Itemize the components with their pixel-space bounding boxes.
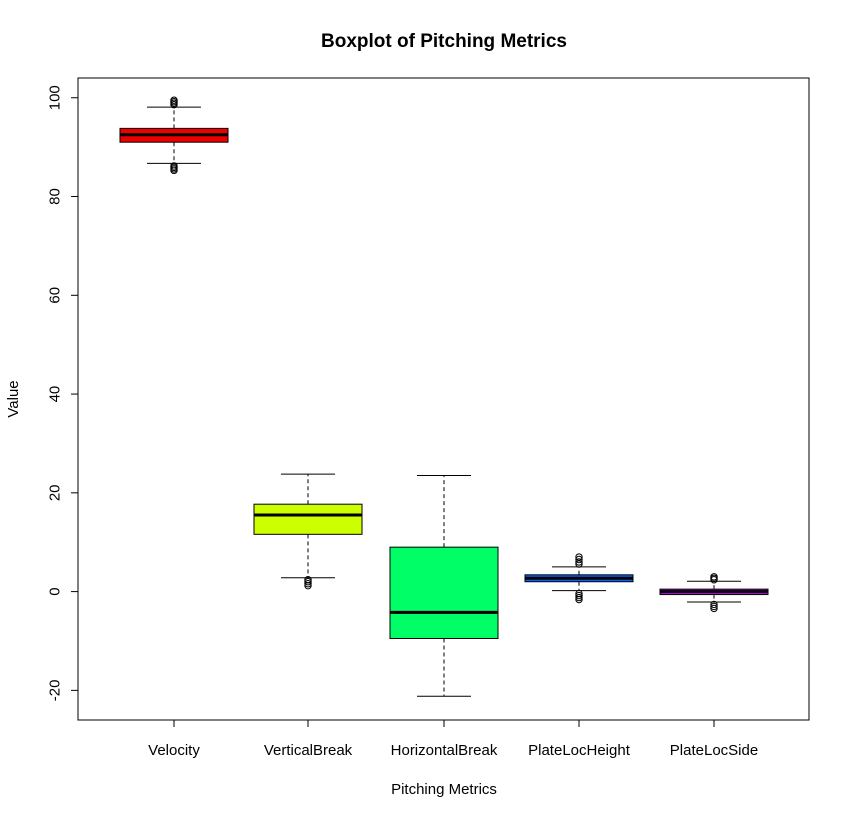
outlier-point — [575, 555, 583, 564]
outlier-point — [575, 589, 583, 598]
outlier-point — [304, 578, 312, 586]
outlier-point — [575, 560, 583, 568]
outlier-point — [710, 574, 718, 582]
y-tick-label: 80 — [47, 188, 64, 205]
outlier-point — [710, 602, 718, 611]
box-platelocside — [659, 573, 769, 613]
outlier-point — [710, 604, 718, 613]
box-velocity — [119, 96, 229, 175]
boxes — [119, 96, 769, 697]
chart-title: Boxplot of Pitching Metrics — [321, 31, 567, 52]
outlier-point — [575, 553, 583, 561]
outlier-point — [710, 573, 718, 581]
outlier-point — [575, 591, 583, 600]
y-tick-label: 100 — [47, 85, 64, 110]
x-tick-label: HorizontalBreak — [391, 742, 498, 759]
iqr-box — [253, 503, 363, 535]
x-tick-label: PlateLocSide — [670, 742, 758, 759]
y-tick-label: 60 — [47, 287, 64, 304]
x-tick-label: PlateLocHeight — [528, 742, 631, 759]
outlier-point — [710, 600, 718, 609]
outlier-point — [575, 558, 583, 566]
y-tick-label: 0 — [47, 587, 64, 595]
y-tick-label: -20 — [47, 680, 64, 702]
box-platelocheight — [524, 553, 634, 604]
outlier-point — [304, 579, 312, 588]
outlier-point — [170, 162, 178, 170]
iqr-box — [389, 546, 499, 640]
outlier-point — [170, 96, 178, 104]
x-tick-label: Velocity — [148, 742, 200, 759]
y-tick-label: 40 — [47, 386, 64, 403]
x-tick-label: VerticalBreak — [264, 742, 353, 759]
y-axis-label: Value — [5, 380, 22, 417]
box-horizontalbreak — [389, 475, 499, 697]
x-axis-label: Pitching Metrics — [391, 781, 497, 798]
outlier-point — [304, 576, 312, 584]
y-tick-label: 20 — [47, 484, 64, 501]
x-axis: Velocity VerticalBreak HorizontalBreak Plat… — [148, 719, 758, 759]
y-axis: -20 0 20 40 60 80 100 — [47, 85, 79, 701]
outlier-point — [575, 593, 583, 602]
box-verticalbreak — [253, 473, 363, 590]
